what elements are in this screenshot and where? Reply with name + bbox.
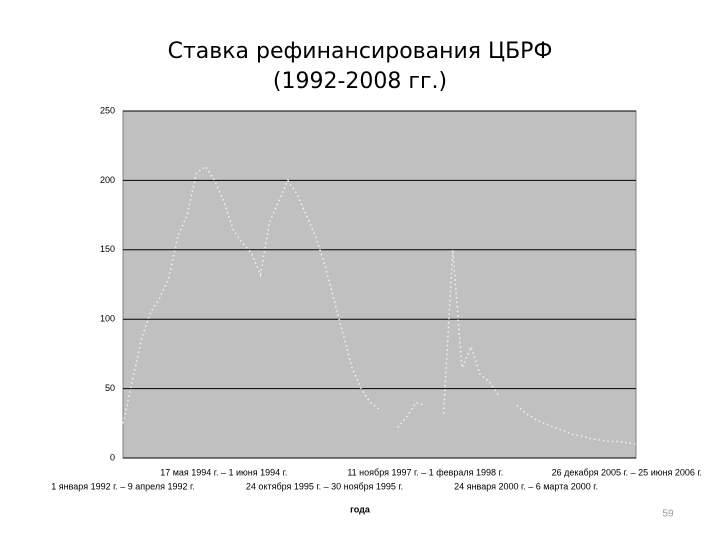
y-tick-label: 250: [100, 105, 115, 115]
x-tick-label: 11 ноября 1997 г. – 1 февраля 1998 г.: [347, 467, 503, 477]
y-tick-label: 200: [100, 175, 115, 185]
y-tick-label: 50: [105, 383, 115, 393]
x-tick-label: 26 декабря 2005 г. – 25 июня 2006 г.: [552, 467, 702, 477]
x-tick-label: 24 января 2000 г. – 6 марта 2000 г.: [454, 481, 598, 491]
y-tick-label: 100: [100, 314, 115, 324]
x-tick-label: 17 мая 1994 г. – 1 июня 1994 г.: [160, 467, 287, 477]
x-tick-label: 1 января 1992 г. – 9 апреля 1992 г.: [51, 481, 194, 491]
x-tick-label: 24 октября 1995 г. – 30 ноября 1995 г.: [246, 481, 403, 491]
page-number: 59: [662, 509, 674, 520]
series-line: [122, 165, 637, 445]
y-tick-label: 0: [110, 452, 115, 462]
plot-area: [122, 110, 637, 459]
x-axis-label: года: [350, 504, 371, 514]
chart-title: Ставка рефинансирования ЦБРФ: [168, 39, 553, 64]
y-tick-label: 150: [100, 244, 115, 254]
chart-subtitle: (1992-2008 гг.): [273, 69, 447, 94]
